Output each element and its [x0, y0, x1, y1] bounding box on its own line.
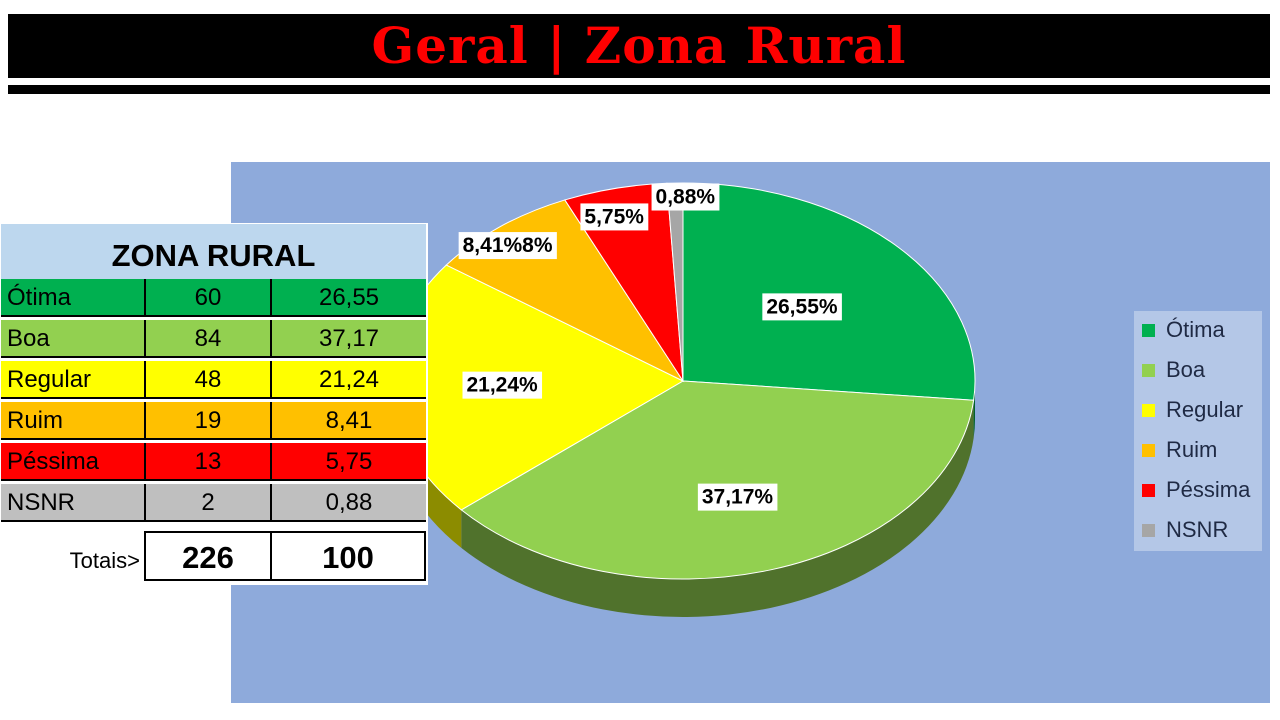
table-row: Ruim 19 8,41: [1, 402, 426, 440]
row-count: 84: [146, 320, 272, 356]
legend-label: Boa: [1166, 357, 1206, 382]
row-percent: 21,24: [318, 366, 380, 393]
legend-swatch: [1142, 443, 1155, 457]
pie-slice: [682, 182, 976, 401]
legend-item-nsnr: NSNR: [1142, 515, 1228, 545]
table-row: Ótima 60 26,55: [1, 279, 426, 317]
legend-label: Ótima: [1166, 317, 1225, 342]
legend-item-boa: Boa: [1142, 355, 1205, 385]
title-underline: [8, 85, 1270, 94]
row-count: 13: [146, 443, 272, 479]
legend-item-regular: Regular: [1142, 395, 1243, 425]
pie-labels: 26,55% 37,17% 21,24% 8,41%8% 5,75% 0,88%: [458, 183, 842, 511]
legend-label: Ruim: [1166, 437, 1218, 462]
pie-slice: [460, 380, 975, 580]
row-count: 60: [146, 279, 272, 315]
pie-data-label: 21,24%: [466, 374, 538, 397]
row-label: Boa: [1, 320, 146, 356]
totals-percent: 100: [270, 531, 426, 581]
legend-swatch: [1142, 403, 1155, 417]
row-percent: 37,17: [318, 325, 380, 352]
pie-label-box: [462, 371, 543, 399]
pie-data-label: 8,41%8%: [463, 234, 553, 257]
pie-label-box: [762, 293, 842, 321]
pie-label-box: [458, 232, 557, 260]
page-title: Geral | Zona Rural: [371, 16, 907, 75]
title-banner: Geral | Zona Rural: [8, 14, 1270, 78]
row-label: NSNR: [1, 484, 146, 520]
legend-label: Regular: [1166, 397, 1244, 422]
table-row: Boa 84 37,17: [1, 320, 426, 358]
totals-count: 226: [144, 531, 272, 581]
chart-legend: Ótima Boa Regular Ruim Péssima NSNR: [1134, 311, 1262, 551]
pie-data-label: 37,17%: [702, 486, 774, 509]
row-percent: 0,88: [325, 489, 373, 516]
pie-label-box: [651, 183, 720, 211]
legend-item-pessima: Péssima: [1142, 475, 1250, 505]
table-row: NSNR 2 0,88: [1, 484, 426, 522]
legend-swatch: [1142, 483, 1155, 497]
data-table: ZONA RURAL Ótima 60 26,55 Boa 84 37,17 R…: [0, 223, 428, 585]
legend-label: NSNR: [1166, 517, 1229, 542]
pie-slice-side: [461, 400, 974, 617]
legend-swatch: [1142, 363, 1155, 377]
row-label: Péssima: [1, 443, 146, 479]
legend-label: Péssima: [1166, 477, 1251, 502]
row-label: Regular: [1, 361, 146, 397]
legend-swatch: [1142, 323, 1155, 337]
pie-label-box: [697, 483, 778, 511]
legend-item-ruim: Ruim: [1142, 435, 1217, 465]
totals-row: Totais> 226 100: [1, 531, 426, 585]
pie-slice: [666, 182, 684, 382]
pie-slice-side: [391, 381, 462, 548]
row-percent: 5,75: [325, 448, 373, 475]
row-count: 48: [146, 361, 272, 397]
row-percent: 8,41: [325, 407, 373, 434]
table-row: Regular 48 21,24: [1, 361, 426, 399]
pie-data-label: 0,88%: [656, 186, 716, 209]
table-title: ZONA RURAL: [1, 224, 426, 279]
pie-label-box: [580, 203, 649, 231]
legend-item-otima: Ótima: [1142, 315, 1225, 345]
row-count: 19: [146, 402, 272, 438]
totals-label: Totais>: [69, 548, 140, 573]
pie-data-label: 26,55%: [766, 295, 838, 318]
row-label: Ótima: [1, 279, 146, 315]
row-label: Ruim: [1, 402, 146, 438]
row-percent: 26,55: [318, 284, 380, 311]
row-count: 2: [146, 484, 272, 520]
legend-swatch: [1142, 523, 1155, 537]
table-row: Péssima 13 5,75: [1, 443, 426, 481]
pie-data-label: 5,75%: [584, 205, 644, 228]
